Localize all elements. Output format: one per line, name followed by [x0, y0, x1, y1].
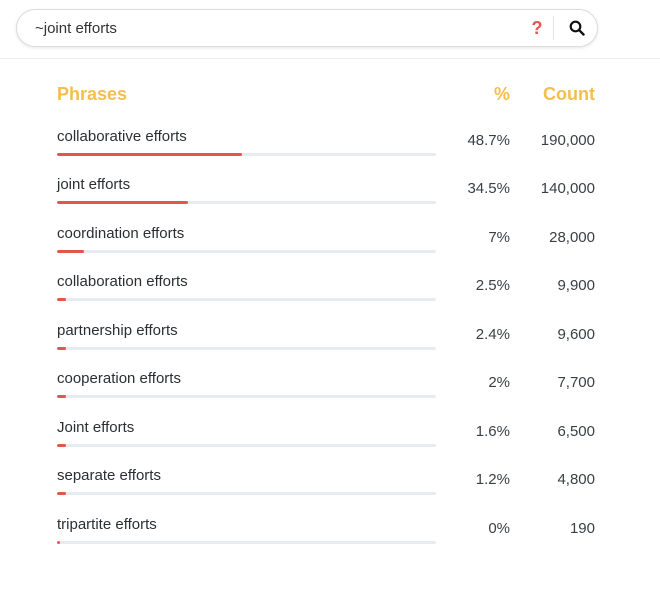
frequency-bar	[57, 201, 436, 204]
table-row[interactable]: separate efforts 1.2% 4,800	[0, 467, 660, 515]
phrase-text: partnership efforts	[57, 322, 178, 339]
count-value: 190	[569, 520, 595, 537]
table-row[interactable]: collaborative efforts 48.7% 190,000	[0, 128, 660, 176]
search-input[interactable]	[35, 10, 505, 46]
phrase-text: joint efforts	[57, 176, 131, 193]
frequency-bar-fill	[57, 541, 60, 544]
frequency-bar-fill	[57, 201, 188, 204]
table-row[interactable]: cooperation efforts 2% 7,700	[0, 370, 660, 418]
phrase-text: coordination efforts	[57, 225, 185, 242]
frequency-bar-fill	[57, 492, 66, 495]
frequency-bar-fill	[57, 347, 66, 350]
phrase-text: separate efforts	[57, 467, 161, 484]
table-row[interactable]: collaboration efforts 2.5% 9,900	[0, 273, 660, 321]
column-header-phrases: Phrases	[57, 84, 128, 104]
frequency-bar-fill	[57, 444, 66, 447]
search-icon	[569, 20, 585, 36]
percent-value: 1.6%	[475, 423, 510, 440]
search-button[interactable]	[557, 10, 597, 46]
table-row[interactable]: partnership efforts 2.4% 9,600	[0, 322, 660, 370]
search-divider	[553, 16, 554, 40]
phrase-text: collaborative efforts	[57, 128, 187, 145]
count-value: 9,900	[557, 277, 595, 294]
frequency-bar	[57, 347, 436, 350]
count-value: 7,700	[557, 374, 595, 391]
frequency-bar	[57, 153, 436, 156]
percent-value: 7%	[488, 229, 510, 246]
column-header-count: Count	[543, 84, 595, 104]
frequency-bar	[57, 298, 436, 301]
count-value: 190,000	[540, 132, 595, 149]
top-bar: ?	[0, 0, 660, 59]
count-value: 140,000	[540, 180, 595, 197]
table-row[interactable]: tripartite efforts 0% 190	[0, 516, 660, 564]
column-header-percent: %	[493, 84, 510, 104]
frequency-bar	[57, 541, 436, 544]
frequency-bar-fill	[57, 250, 84, 253]
count-value: 4,800	[557, 471, 595, 488]
frequency-bar	[57, 395, 436, 398]
frequency-bar	[57, 492, 436, 495]
frequency-bar-fill	[57, 153, 242, 156]
percent-value: 2.4%	[475, 326, 510, 343]
table-row[interactable]: joint efforts 34.5% 140,000	[0, 176, 660, 224]
percent-value: 0%	[488, 520, 510, 537]
help-button[interactable]: ?	[523, 10, 551, 46]
percent-value: 2%	[488, 374, 510, 391]
table-row[interactable]: Joint efforts 1.6% 6,500	[0, 419, 660, 467]
table-row[interactable]: coordination efforts 7% 28,000	[0, 225, 660, 273]
count-value: 28,000	[549, 229, 595, 246]
phrase-text: cooperation efforts	[57, 370, 181, 387]
phrase-text: Joint efforts	[57, 419, 135, 436]
count-value: 9,600	[557, 326, 595, 343]
phrase-text: collaboration efforts	[57, 273, 188, 290]
count-value: 6,500	[557, 423, 595, 440]
question-mark-icon: ?	[531, 17, 543, 38]
frequency-bar	[57, 444, 436, 447]
frequency-bar-fill	[57, 395, 66, 398]
percent-value: 1.2%	[475, 471, 510, 488]
percent-value: 48.7%	[467, 132, 510, 149]
phrase-text: tripartite efforts	[57, 516, 157, 533]
search-box: ?	[16, 9, 598, 47]
frequency-bar	[57, 250, 436, 253]
frequency-bar-fill	[57, 298, 66, 301]
table-header: Phrases % Count	[0, 84, 660, 110]
percent-value: 34.5%	[467, 180, 510, 197]
percent-value: 2.5%	[475, 277, 510, 294]
